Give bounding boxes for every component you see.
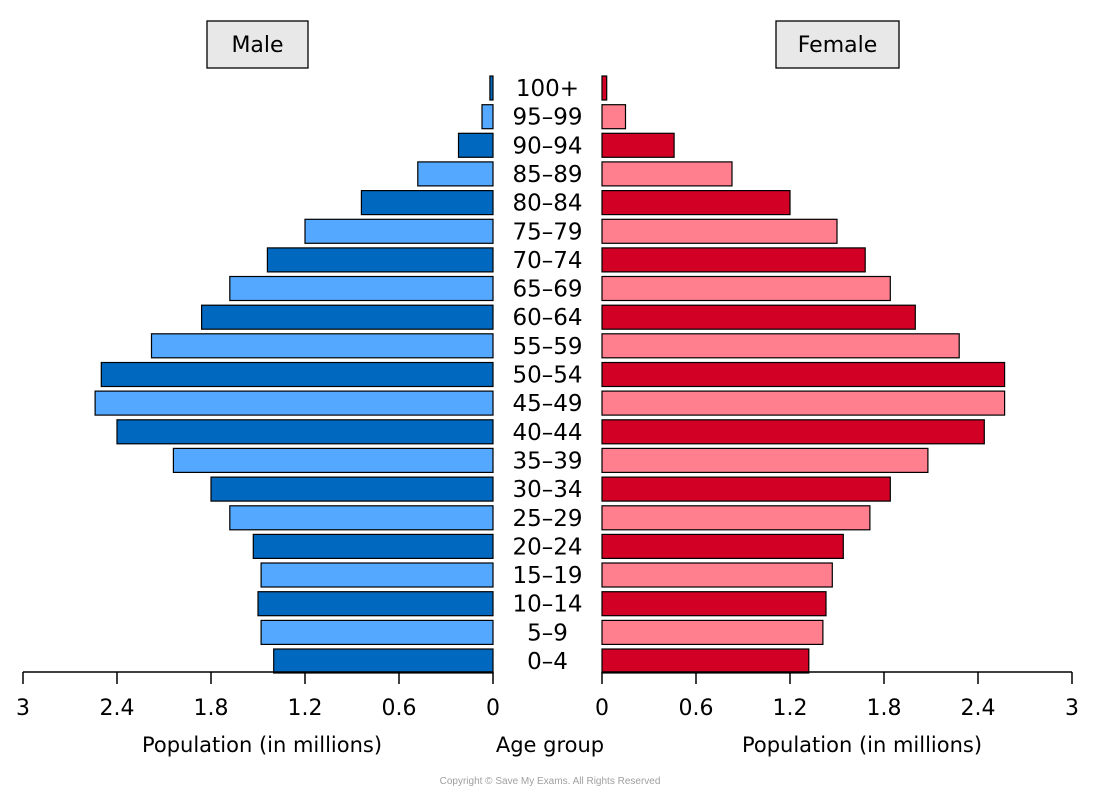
male-x-tick-label: 1.2 <box>288 696 323 721</box>
female-axis-title: Population (in millions) <box>742 733 982 757</box>
age-group-label: 0–4 <box>527 649 568 675</box>
male-bar <box>252 533 494 560</box>
female-bar <box>601 275 891 302</box>
male-bar <box>116 419 494 445</box>
female-bar <box>601 648 810 674</box>
female-x-tick-label: 1.8 <box>867 696 902 721</box>
female-x-tick-label: 3 <box>1065 696 1079 721</box>
male-bar <box>150 333 494 359</box>
female-bar <box>601 533 844 560</box>
female-bar <box>601 619 824 646</box>
copyright-notice: Copyright © Save My Exams. All Rights Re… <box>440 776 661 787</box>
male-x-tick-label: 0.6 <box>382 696 417 721</box>
female-bar <box>601 476 891 502</box>
male-bar <box>457 132 494 158</box>
legend-female-label: Female <box>798 33 878 58</box>
age-group-label: 65–69 <box>512 277 582 303</box>
female-bar <box>601 591 827 617</box>
male-bar <box>417 161 494 187</box>
female-bar <box>601 447 929 473</box>
female-bars <box>601 75 1006 674</box>
male-bar <box>481 104 494 130</box>
female-bar <box>601 104 627 130</box>
male-bar <box>360 190 494 216</box>
female-x-axis-ticks: 0 0.6 1.2 1.8 2.4 3 <box>595 672 1079 721</box>
legend-male-label: Male <box>231 33 283 58</box>
age-group-label: 25–29 <box>512 506 582 532</box>
male-bar <box>257 591 494 617</box>
male-bar <box>260 619 494 646</box>
male-bar <box>201 304 494 330</box>
male-bar <box>273 648 494 674</box>
male-bars <box>94 75 494 674</box>
female-bar <box>601 419 985 445</box>
female-bar <box>601 247 866 273</box>
female-bar <box>601 304 916 330</box>
age-group-label: 70–74 <box>512 248 582 274</box>
female-bar <box>601 361 1006 388</box>
male-bar <box>94 390 494 416</box>
legend-female-box <box>775 20 900 69</box>
male-x-tick-label: 1.8 <box>194 696 229 721</box>
age-group-label: 30–34 <box>512 477 582 503</box>
male-bar <box>210 476 494 502</box>
male-bar <box>100 361 494 388</box>
male-axis-title: Population (in millions) <box>142 733 382 757</box>
male-x-axis-ticks: 0 0.6 1.2 1.8 2.4 3 <box>16 672 500 721</box>
age-group-label: 85–89 <box>512 162 582 188</box>
female-x-tick-label: 0 <box>595 696 609 721</box>
legend-male-box <box>206 20 309 69</box>
female-bar <box>601 562 833 588</box>
age-group-label: 20–24 <box>512 534 582 560</box>
male-bar <box>304 218 494 244</box>
age-group-axis-title: Age group <box>496 733 604 757</box>
age-group-label: 5–9 <box>527 620 568 646</box>
age-group-label: 90–94 <box>512 133 582 159</box>
female-bar <box>601 75 608 101</box>
female-x-tick-label: 1.2 <box>773 696 808 721</box>
female-x-tick-label: 0.6 <box>679 696 714 721</box>
age-group-label: 15–19 <box>512 563 582 589</box>
female-x-tick-label: 2.4 <box>961 696 996 721</box>
age-group-label: 10–14 <box>512 592 582 618</box>
female-bar <box>601 505 871 531</box>
age-group-label: 45–49 <box>512 391 582 417</box>
female-bar <box>601 190 791 216</box>
age-group-label: 60–64 <box>512 305 582 331</box>
female-bar <box>601 390 1006 416</box>
male-bar <box>172 447 494 473</box>
male-x-tick-label: 0 <box>486 696 500 721</box>
male-bar <box>260 562 494 588</box>
male-bar <box>266 247 494 273</box>
age-group-label: 75–79 <box>512 219 582 245</box>
age-group-label: 50–54 <box>512 363 582 389</box>
age-group-label: 40–44 <box>512 420 582 446</box>
female-bar <box>601 132 675 158</box>
male-bar <box>229 505 494 531</box>
male-bar <box>229 275 494 302</box>
age-group-label: 35–39 <box>512 448 582 474</box>
male-x-tick-label: 2.4 <box>100 696 135 721</box>
age-group-label: 95–99 <box>512 105 582 131</box>
age-group-label: 55–59 <box>512 334 582 360</box>
legend-female: Female <box>775 20 900 69</box>
male-bar <box>489 75 494 101</box>
female-bar <box>601 161 733 187</box>
female-bar <box>601 218 838 244</box>
age-group-label: 80–84 <box>512 191 582 217</box>
legend-male: Male <box>206 20 309 69</box>
male-x-tick-label: 3 <box>16 696 30 721</box>
female-bar <box>601 333 960 359</box>
age-group-label: 100+ <box>516 76 579 102</box>
